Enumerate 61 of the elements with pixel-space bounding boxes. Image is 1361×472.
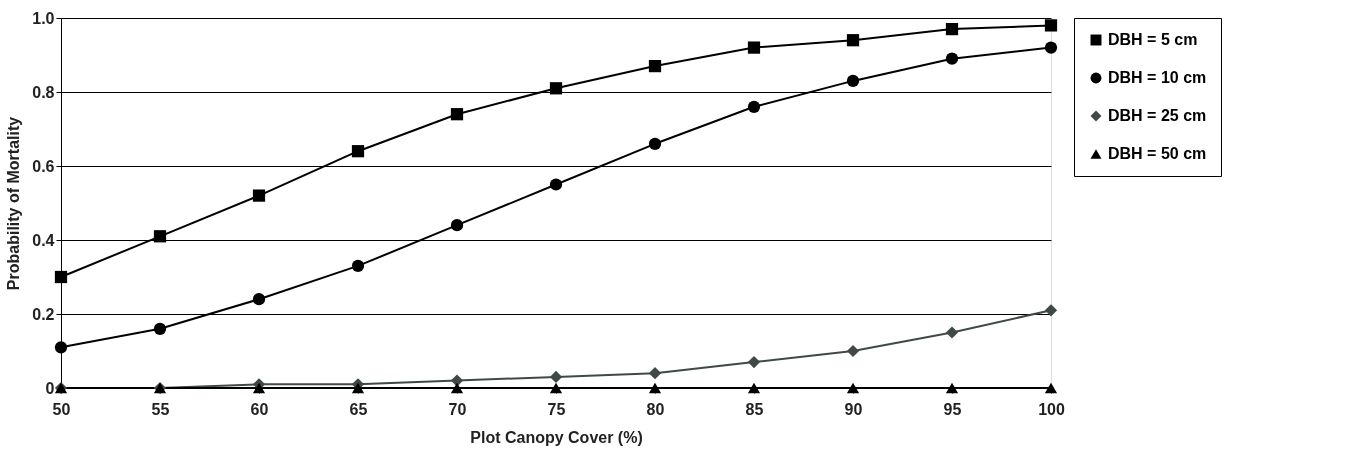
y-tick-label: 0.8 [32, 83, 55, 101]
point [945, 22, 959, 36]
point [351, 259, 365, 273]
point [450, 108, 464, 121]
x-axis-title: Plot Canopy Cover (%) [470, 428, 643, 446]
x-tick-label: 60 [250, 400, 269, 418]
point [549, 382, 563, 394]
point [846, 382, 860, 394]
point [1044, 304, 1058, 317]
x-tick-label: 85 [745, 400, 764, 418]
x-tick-label: 50 [52, 400, 71, 418]
point [54, 341, 68, 354]
point [153, 230, 167, 243]
point [1044, 19, 1058, 32]
x-tick-label: 70 [448, 400, 467, 418]
point [450, 374, 464, 387]
legend-label: DBH = 25 cm [1108, 107, 1207, 124]
point [54, 270, 68, 284]
legend-label: DBH = 50 cm [1108, 145, 1207, 162]
y-axis-title: Probability of Mortality [5, 116, 23, 291]
point [252, 189, 266, 202]
y-tick-label: 0.6 [32, 157, 55, 175]
point [1044, 41, 1058, 54]
point [153, 322, 167, 335]
x-tick-label: 75 [547, 400, 566, 418]
point [648, 59, 662, 73]
x-tick-label: 55 [151, 400, 170, 418]
point [351, 145, 365, 158]
point [648, 382, 662, 394]
legend-label: DBH = 10 cm [1108, 69, 1207, 86]
point [450, 219, 464, 232]
point [747, 100, 761, 113]
point [846, 344, 860, 358]
point [450, 382, 464, 394]
x-tick-label: 80 [646, 400, 665, 418]
point [945, 52, 959, 65]
point [1044, 382, 1058, 394]
point [549, 82, 563, 95]
x-tick-label: 90 [844, 400, 863, 418]
y-tick-label: 0.2 [32, 305, 55, 323]
point [252, 382, 266, 394]
point [747, 41, 761, 54]
point [351, 382, 365, 394]
point [747, 382, 761, 394]
point [945, 382, 959, 394]
point [549, 178, 563, 191]
y-tick-label: 0 [45, 379, 55, 397]
y-tick-label: 1.0 [32, 9, 55, 27]
y-tick-label: 0.4 [32, 231, 55, 249]
x-tick-label: 95 [943, 400, 962, 418]
x-tick-label: 100 [1038, 400, 1065, 418]
point [648, 137, 662, 150]
point [945, 326, 959, 339]
point [549, 370, 563, 384]
point [846, 34, 860, 47]
point [747, 355, 761, 369]
point [648, 367, 662, 380]
point [846, 74, 860, 88]
legend-label: DBH = 5 cm [1108, 31, 1198, 48]
x-tick-label: 65 [349, 400, 368, 418]
point [252, 293, 266, 306]
